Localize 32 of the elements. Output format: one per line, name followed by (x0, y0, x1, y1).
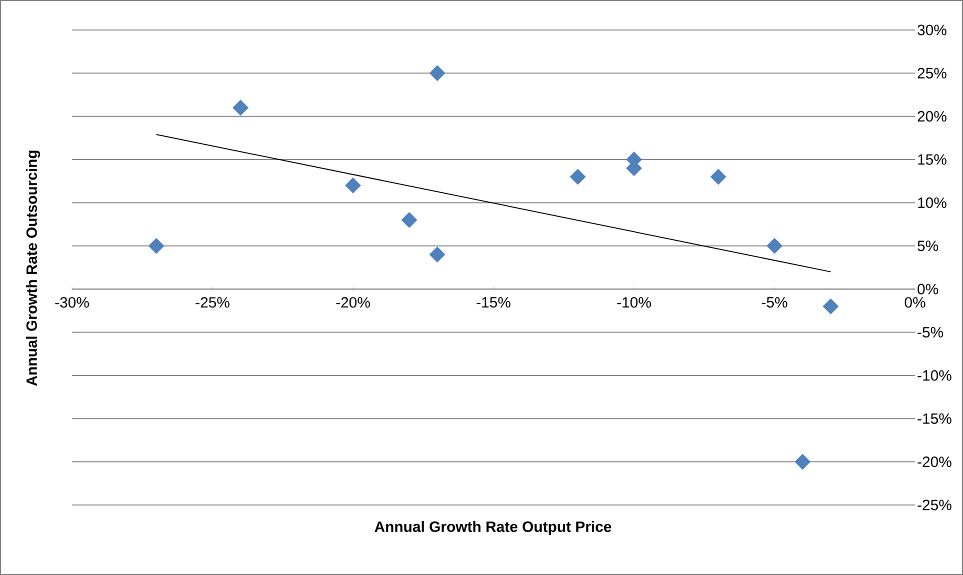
point (148, 238, 164, 254)
x-axis-title: Annual Growth Rate Output Price (374, 521, 612, 535)
x-tick-label: 0% (904, 297, 926, 308)
x-tick-label: -20% (336, 297, 370, 308)
x-tick-label: -5% (762, 297, 788, 308)
point (345, 177, 361, 194)
x-tick-label: -10% (617, 297, 651, 308)
x-tick-label: -30% (55, 297, 89, 308)
y-tick-label: 5% (918, 240, 938, 252)
point (232, 100, 249, 116)
point (794, 454, 811, 470)
y-axis-title: Annual Growth Rate Outsourcing (26, 150, 40, 386)
y-tick-label: 25% (918, 68, 946, 78)
y-tick-label: -20% (918, 456, 952, 468)
point (710, 168, 726, 185)
y-tick-label: 30% (918, 24, 946, 36)
x-tick-label: -25% (196, 297, 230, 308)
y-tick-label: 15% (918, 154, 946, 165)
point (429, 65, 446, 82)
point (570, 168, 586, 185)
point (822, 298, 839, 314)
x-tick-label: -15% (476, 297, 510, 308)
point (429, 246, 446, 263)
y-tick-label: -15% (918, 413, 952, 424)
y-tick-label: -5% (918, 327, 944, 338)
y-tick-label: 0% (918, 284, 938, 294)
y-tick-label: -10% (918, 370, 952, 381)
y-tick-label: -25% (918, 500, 952, 510)
point (401, 212, 418, 228)
y-tick-label: 10% (918, 197, 946, 208)
point (766, 238, 782, 254)
y-tick-label: 20% (918, 111, 946, 122)
